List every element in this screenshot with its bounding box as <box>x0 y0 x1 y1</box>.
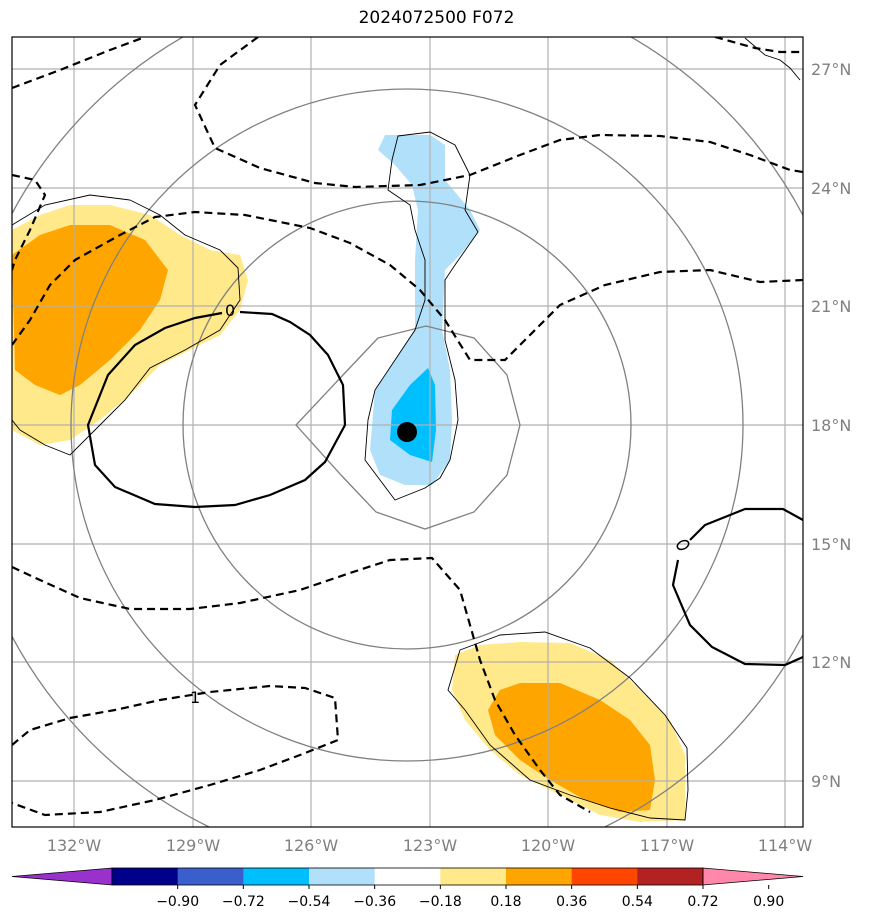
lat-label-18n: 18°N <box>811 416 851 435</box>
lat-label-12n: 12°N <box>811 653 851 672</box>
colorbar-tick-label: 0.90 <box>753 894 784 910</box>
colorbar-tick-label: 0.72 <box>687 894 718 910</box>
lon-label-132w: 132°W <box>47 836 102 855</box>
shaded-positive-southeast <box>452 642 685 822</box>
contour-label-one: 1 <box>190 688 200 707</box>
lon-label-126w: 126°W <box>284 836 339 855</box>
colorbar-segment <box>309 868 376 885</box>
colorbar: −0.90 −0.72 −0.54 −0.36 −0.18 0.18 0.36 0.54 0.7… <box>11 867 804 910</box>
longitude-labels: 132°W 129°W 126°W 123°W 120°W 117°W 114°… <box>47 836 813 855</box>
map-title: 2024072500 F072 <box>358 8 515 28</box>
colorbar-segment <box>637 868 704 885</box>
colorbar-segment <box>571 868 638 885</box>
lon-label-120w: 120°W <box>521 836 576 855</box>
colorbar-over-extension <box>702 867 804 886</box>
colorbar-tick-label: 0.18 <box>490 894 521 910</box>
lat-label-21n: 21°N <box>811 297 851 316</box>
lon-label-117w: 117°W <box>640 836 695 855</box>
colorbar-segment <box>440 868 507 885</box>
lon-label-123w: 123°W <box>403 836 458 855</box>
colorbar-tick-label: −0.90 <box>156 894 199 910</box>
lon-label-129w: 129°W <box>166 836 221 855</box>
colorbar-tick-label: −0.18 <box>419 894 462 910</box>
lat-label-24n: 24°N <box>811 179 851 198</box>
lat-label-15n: 15°N <box>811 535 851 554</box>
colorbar-segment <box>506 868 573 885</box>
lon-label-114w: 114°W <box>758 836 813 855</box>
storm-center-marker <box>397 422 417 442</box>
colorbar-tick-label: −0.72 <box>222 894 265 910</box>
colorbar-outline <box>111 867 704 886</box>
dashed-contours <box>12 37 803 817</box>
colorbar-tick-label: −0.36 <box>353 894 396 910</box>
map-frame <box>11 36 804 828</box>
colorbar-tick-label: 0.54 <box>622 894 653 910</box>
distance-rings <box>12 37 803 827</box>
colorbar-tick-label: −0.54 <box>288 894 331 910</box>
contour-label-zero: 0 <box>225 301 235 320</box>
colorbar-under-extension <box>11 867 113 886</box>
colorbar-segment <box>177 868 244 885</box>
colorbar-segment <box>243 868 310 885</box>
colorbar-segment <box>112 868 179 885</box>
contour-label-marker <box>676 539 690 551</box>
colorbar-segment <box>374 868 441 885</box>
lat-label-27n: 27°N <box>811 60 851 79</box>
zero-contours <box>86 310 803 667</box>
colorbar-tick-label: 0.36 <box>556 894 587 910</box>
lat-label-9n: 9°N <box>811 772 841 791</box>
latitude-labels: 27°N 24°N 21°N 18°N 15°N 12°N 9°N <box>811 60 851 791</box>
shaded-positive-west <box>12 205 248 445</box>
